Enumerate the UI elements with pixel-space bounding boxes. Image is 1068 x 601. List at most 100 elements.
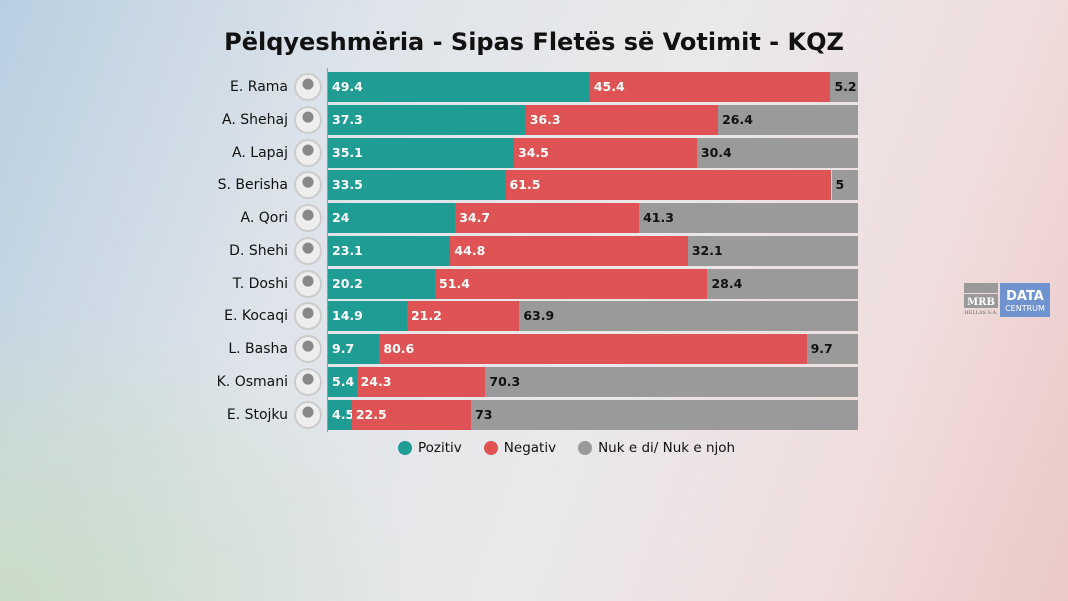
bar-segment-nuk-e-di bbox=[639, 203, 858, 233]
bar-segment-pozitiv bbox=[328, 72, 590, 102]
bar-segment-nuk-e-di bbox=[485, 366, 858, 397]
data-label: 4.5 bbox=[332, 406, 355, 422]
category-label: T. Doshi bbox=[232, 275, 288, 292]
bar-segment-pozitiv bbox=[328, 203, 456, 233]
bar-segment-pozitiv bbox=[328, 104, 526, 135]
legend-swatch bbox=[578, 441, 593, 455]
data-label: 9.7 bbox=[332, 341, 355, 356]
category-label: K. Osmani bbox=[216, 373, 288, 390]
data-label: 22.5 bbox=[355, 406, 387, 422]
data-label: 34.5 bbox=[518, 144, 549, 160]
data-label: 24 bbox=[332, 210, 350, 225]
bar-segment-negativ bbox=[379, 334, 807, 364]
category-label: S. Berisha bbox=[217, 177, 288, 194]
mrb-data-centrum-logo: MRB HELLAS S.A. DATA CENTRUM bbox=[964, 283, 1050, 317]
data-label: 51.4 bbox=[439, 275, 470, 291]
bar-segment-negativ bbox=[450, 235, 688, 266]
legend-label: Pozitiv bbox=[418, 440, 462, 456]
category-label: D. Shehi bbox=[229, 242, 288, 259]
candidate-photo bbox=[294, 335, 322, 363]
bar-segment-negativ bbox=[455, 203, 640, 233]
data-label: 61.5 bbox=[509, 177, 541, 193]
category-label: A. Lapaj bbox=[232, 144, 288, 161]
data-label: 9.7 bbox=[810, 341, 833, 356]
candidate-photo bbox=[294, 367, 322, 396]
data-label: 34.7 bbox=[459, 210, 491, 225]
bar-segment-nuk-e-di bbox=[806, 334, 858, 364]
data-label: 33.5 bbox=[332, 177, 363, 193]
bar-segment-nuk-e-di bbox=[687, 235, 858, 266]
candidate-photo bbox=[294, 204, 322, 232]
candidate-photo bbox=[294, 105, 322, 134]
category-label: L. Basha bbox=[228, 341, 288, 357]
legend: Pozitiv Negativ Nuk e di/ Nuk e njoh bbox=[398, 440, 735, 456]
data-label: 14.9 bbox=[332, 308, 363, 324]
data-label: 41.3 bbox=[643, 210, 674, 225]
bar-segment-negativ bbox=[435, 268, 708, 299]
bar-segment-nuk-e-di bbox=[696, 137, 858, 168]
category-label: E. Kocaqi bbox=[224, 308, 288, 325]
candidate-photo bbox=[294, 171, 322, 200]
legend-swatch bbox=[398, 441, 412, 455]
bar-segment-negativ bbox=[356, 366, 486, 397]
data-label: 44.8 bbox=[454, 242, 486, 258]
data-label: 63.9 bbox=[523, 308, 555, 324]
data-label: 5.2 bbox=[834, 79, 857, 94]
bar-segment-pozitiv bbox=[328, 301, 407, 332]
data-label: 24.3 bbox=[360, 373, 392, 389]
bar-segment-nuk-e-di bbox=[471, 399, 858, 430]
category-label: A. Shehaj bbox=[222, 111, 288, 128]
svg-text:HELLAS S.A.: HELLAS S.A. bbox=[964, 310, 998, 316]
legend-swatch bbox=[483, 441, 498, 455]
svg-text:CENTRUM: CENTRUM bbox=[1005, 304, 1045, 313]
data-label: 21.2 bbox=[410, 308, 442, 324]
candidate-photo bbox=[294, 302, 322, 331]
bar-segment-pozitiv bbox=[328, 137, 515, 168]
data-label: 20.2 bbox=[332, 275, 363, 291]
bar-segment-pozitiv bbox=[328, 235, 451, 266]
svg-text:MRB: MRB bbox=[967, 297, 995, 308]
legend-item-negativ: Negativ bbox=[483, 440, 557, 456]
svg-text:DATA: DATA bbox=[1006, 289, 1044, 304]
bar-segment-nuk-e-di bbox=[718, 104, 858, 135]
data-label: 45.4 bbox=[593, 79, 625, 94]
bar-segment-nuk-e-di bbox=[519, 301, 858, 332]
candidate-photo bbox=[294, 73, 322, 101]
bar-segment-pozitiv bbox=[328, 334, 380, 364]
bar-segment-negativ bbox=[589, 72, 831, 102]
legend-label: Nuk e di/ Nuk e njoh bbox=[598, 440, 736, 456]
bar-segment-negativ bbox=[505, 170, 832, 201]
data-label: 36.3 bbox=[529, 111, 561, 127]
bar-segment-nuk-e-di bbox=[830, 72, 858, 102]
legend-item-nuk-e-di: Nuk e di/ Nuk e njoh bbox=[578, 440, 735, 456]
candidate-photo bbox=[294, 236, 322, 265]
candidate-photo bbox=[294, 400, 322, 429]
data-label: 73 bbox=[475, 406, 493, 422]
category-label: E. Rama bbox=[230, 79, 288, 95]
bar-segment-pozitiv bbox=[328, 170, 506, 201]
category-label: A. Qori bbox=[240, 210, 288, 226]
bar-segment-nuk-e-di bbox=[707, 268, 858, 299]
y-axis-line bbox=[327, 68, 328, 432]
data-label: 5 bbox=[835, 177, 845, 193]
category-label: E. Stojku bbox=[226, 406, 288, 423]
bar-segment-negativ bbox=[351, 399, 472, 430]
legend-label: Negativ bbox=[503, 440, 557, 456]
chart-title: Pëlqyeshmëria - Sipas Fletës së Votimit … bbox=[224, 28, 844, 56]
bar-segment-negativ bbox=[514, 137, 697, 168]
candidate-photo bbox=[294, 138, 322, 167]
bar-segment-pozitiv bbox=[328, 366, 357, 397]
candidate-photo bbox=[294, 269, 322, 298]
data-label: 37.3 bbox=[332, 111, 363, 127]
bar-segment-negativ bbox=[406, 301, 520, 332]
data-label: 70.3 bbox=[489, 373, 521, 389]
bar-segment-pozitiv bbox=[328, 399, 352, 430]
data-label: 28.4 bbox=[711, 275, 743, 291]
bar-segment-pozitiv bbox=[328, 268, 436, 299]
data-label: 49.4 bbox=[332, 79, 363, 94]
data-label: 26.4 bbox=[722, 111, 753, 127]
data-label: 5.4 bbox=[332, 373, 355, 389]
data-label: 32.1 bbox=[691, 242, 723, 258]
bar-segment-nuk-e-di bbox=[831, 170, 858, 201]
data-label: 80.6 bbox=[383, 341, 415, 356]
